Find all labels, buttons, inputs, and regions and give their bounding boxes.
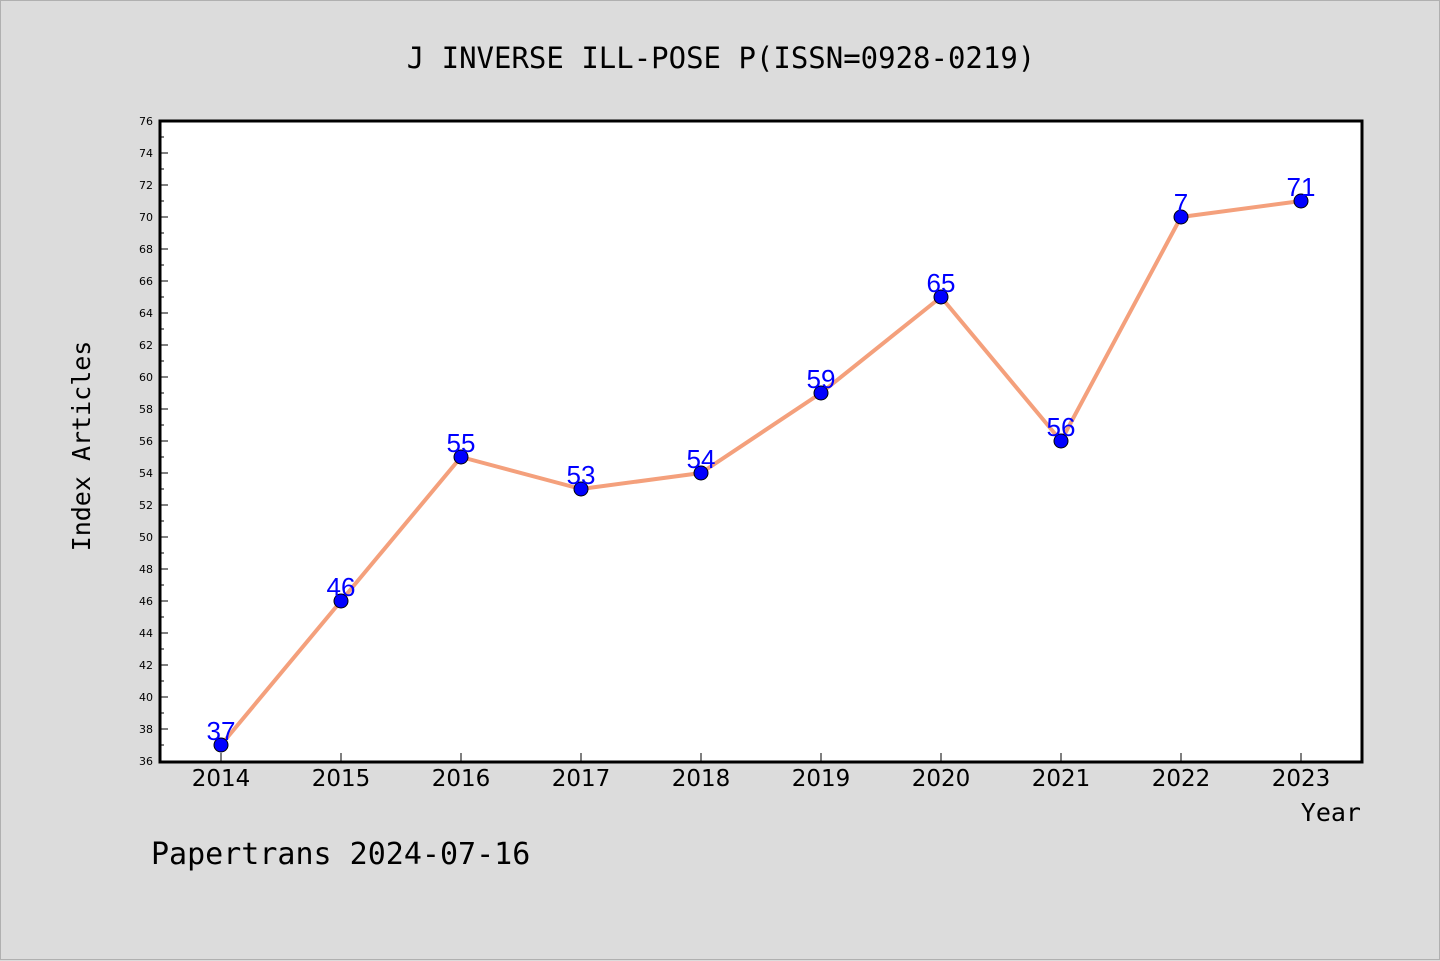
plot-area [158,119,1364,764]
y-tick-label: 48 [139,563,153,576]
data-label: 37 [207,716,236,746]
y-tick-label: 72 [139,179,153,192]
y-tick-label: 68 [139,243,153,256]
y-tick-label: 70 [139,211,153,224]
data-label: 65 [927,268,956,298]
data-label: 71 [1287,172,1316,202]
x-tick-label: 2020 [912,766,971,792]
x-tick-label: 2023 [1272,766,1331,792]
y-tick-label: 50 [139,531,153,544]
y-tick-label: 58 [139,403,153,416]
y-tick-label: 38 [139,723,153,736]
y-tick-label: 76 [139,115,153,128]
data-label: 7 [1174,188,1188,218]
data-label: 59 [807,364,836,394]
y-tick-label: 36 [139,755,153,768]
x-tick-label: 2019 [792,766,851,792]
y-tick-label: 66 [139,275,153,288]
data-label: 46 [327,572,356,602]
y-tick-label: 40 [139,691,153,704]
data-label: 55 [447,428,476,458]
data-point [693,465,709,481]
data-point [213,737,229,753]
x-tick-label: 2017 [552,766,611,792]
data-label: 56 [1047,412,1076,442]
x-axis: 2014 2015 2016 2017 2018 2019 2020 2021 2022 2023 [192,753,1331,792]
data-point [1053,433,1069,449]
data-point [1293,193,1309,209]
data-point [453,449,469,465]
chart-title: J INVERSE ILL-POSE P(ISSN=0928-0219) [407,41,1036,75]
y-axis: 36 38 40 42 44 46 48 50 52 54 56 58 60 62 64 66 68 70 72 74… [139,115,168,768]
data-label: 53 [567,460,596,490]
x-axis-label: Year [1301,798,1361,827]
x-tick-label: 2021 [1032,766,1091,792]
data-point [933,289,949,305]
y-tick-label: 62 [139,339,153,352]
footer-text: Papertrans 2024-07-16 [151,837,530,872]
y-tick-label: 42 [139,659,153,672]
y-tick-label: 74 [139,147,153,160]
y-tick-label: 54 [139,467,153,480]
y-axis-label: Index Articles [67,341,96,552]
y-tick-label: 44 [139,627,153,640]
data-label: 54 [687,444,716,474]
y-tick-label: 52 [139,499,153,512]
data-point [573,481,589,497]
x-tick-label: 2018 [672,766,731,792]
x-tick-label: 2022 [1152,766,1211,792]
y-tick-label: 46 [139,595,153,608]
data-point [813,385,829,401]
series-group: 37 46 55 53 54 59 65 56 7 71 [207,172,1316,753]
x-tick-label: 2015 [312,766,371,792]
y-tick-label: 56 [139,435,153,448]
y-tick-label: 60 [139,371,153,384]
x-tick-label: 2016 [432,766,491,792]
y-tick-label: 64 [139,307,153,320]
data-point [333,593,349,609]
data-point [1173,209,1189,225]
series-line [219,199,1302,747]
x-tick-label: 2014 [192,766,251,792]
